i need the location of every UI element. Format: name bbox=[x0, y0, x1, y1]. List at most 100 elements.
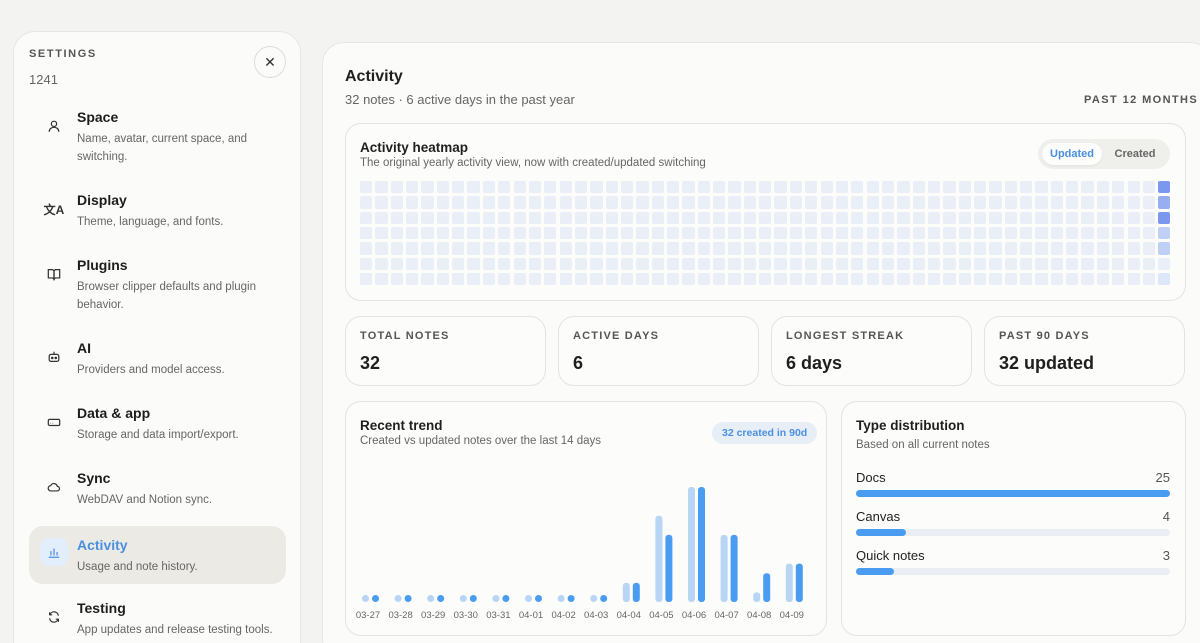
heatmap-cell[interactable] bbox=[1142, 273, 1156, 286]
trend-bar-created[interactable] bbox=[753, 592, 761, 602]
heatmap-cell[interactable] bbox=[713, 181, 726, 194]
heatmap-cell[interactable] bbox=[1081, 211, 1094, 224]
heatmap-cell[interactable] bbox=[943, 227, 956, 240]
heatmap-cell[interactable] bbox=[528, 257, 542, 271]
heatmap-cell[interactable] bbox=[927, 181, 941, 194]
heatmap-cell[interactable] bbox=[605, 273, 618, 286]
heatmap-cell[interactable] bbox=[421, 181, 434, 194]
heatmap-cell[interactable] bbox=[1004, 196, 1017, 209]
heatmap-cell[interactable] bbox=[820, 196, 833, 209]
heatmap-cell[interactable] bbox=[482, 211, 496, 224]
heatmap-cell[interactable] bbox=[1081, 257, 1094, 271]
heatmap-cell[interactable] bbox=[759, 273, 772, 286]
heatmap-cell[interactable] bbox=[467, 273, 480, 286]
heatmap-cell[interactable] bbox=[912, 196, 925, 209]
heatmap-cell[interactable] bbox=[759, 211, 772, 224]
heatmap-cell[interactable] bbox=[927, 196, 941, 209]
heatmap-cell[interactable] bbox=[1142, 257, 1156, 271]
heatmap-cell[interactable] bbox=[482, 257, 496, 271]
trend-bar-updated[interactable] bbox=[763, 573, 771, 602]
heatmap-cell[interactable] bbox=[1142, 211, 1156, 224]
heatmap-cell[interactable] bbox=[1035, 211, 1048, 224]
heatmap-cell[interactable] bbox=[1142, 227, 1156, 240]
heatmap-cell[interactable] bbox=[1004, 257, 1017, 271]
heatmap-cell[interactable] bbox=[866, 211, 879, 224]
sidebar-item-activity[interactable]: Activity Usage and note history. bbox=[29, 526, 286, 584]
heatmap-cell[interactable] bbox=[713, 227, 726, 240]
trend-bar-created[interactable] bbox=[720, 534, 728, 602]
heatmap-cell[interactable] bbox=[835, 181, 849, 194]
heatmap-cell[interactable] bbox=[482, 227, 496, 240]
heatmap-cell[interactable] bbox=[421, 257, 434, 271]
heatmap-cell[interactable] bbox=[528, 181, 542, 194]
heatmap-cell[interactable] bbox=[881, 211, 895, 224]
heatmap-cell[interactable] bbox=[651, 181, 664, 194]
heatmap-cell[interactable] bbox=[989, 196, 1002, 209]
heatmap-cell[interactable] bbox=[897, 181, 910, 194]
heatmap-cell[interactable] bbox=[912, 211, 925, 224]
heatmap-cell[interactable] bbox=[360, 257, 373, 271]
heatmap-cell[interactable] bbox=[789, 181, 803, 194]
heatmap-cell[interactable] bbox=[743, 227, 757, 240]
heatmap-cell[interactable] bbox=[835, 242, 849, 255]
heatmap-cell[interactable] bbox=[851, 242, 864, 255]
heatmap-cell[interactable] bbox=[390, 273, 403, 286]
heatmap-cell[interactable] bbox=[820, 257, 833, 271]
heatmap-cell[interactable] bbox=[1050, 273, 1064, 286]
heatmap-cell[interactable] bbox=[406, 227, 419, 240]
heatmap-cell[interactable] bbox=[912, 227, 925, 240]
heatmap-cell[interactable] bbox=[774, 181, 787, 194]
heatmap-cell[interactable] bbox=[682, 227, 695, 240]
heatmap-cell[interactable] bbox=[390, 227, 403, 240]
trend-bar-created[interactable] bbox=[785, 563, 793, 602]
heatmap-cell[interactable] bbox=[759, 242, 772, 255]
heatmap-cell[interactable] bbox=[851, 181, 864, 194]
heatmap-cell[interactable] bbox=[774, 242, 787, 255]
heatmap-cell[interactable] bbox=[1081, 196, 1094, 209]
heatmap-cell[interactable] bbox=[513, 273, 526, 286]
heatmap-cell[interactable] bbox=[789, 227, 803, 240]
heatmap-cell[interactable] bbox=[559, 242, 572, 255]
heatmap-cell[interactable] bbox=[667, 257, 680, 271]
trend-bar-updated[interactable] bbox=[372, 595, 379, 602]
heatmap-cell[interactable] bbox=[1066, 257, 1079, 271]
heatmap-cell[interactable] bbox=[436, 257, 450, 271]
heatmap-cell[interactable] bbox=[943, 257, 956, 271]
heatmap-cell[interactable] bbox=[866, 196, 879, 209]
heatmap-cell[interactable] bbox=[360, 181, 373, 194]
heatmap-cell[interactable] bbox=[728, 211, 741, 224]
trend-bar-created[interactable] bbox=[492, 595, 500, 602]
heatmap-cell[interactable] bbox=[835, 257, 849, 271]
heatmap-cell[interactable] bbox=[406, 242, 419, 255]
heatmap-cell[interactable] bbox=[1112, 227, 1125, 240]
heatmap-cell[interactable] bbox=[728, 196, 741, 209]
heatmap-cell[interactable] bbox=[881, 273, 895, 286]
trend-bar-updated[interactable] bbox=[632, 582, 640, 602]
heatmap-cell[interactable] bbox=[559, 257, 572, 271]
heatmap-cell[interactable] bbox=[897, 227, 910, 240]
heatmap-cell[interactable] bbox=[605, 196, 618, 209]
trend-bar-updated[interactable] bbox=[502, 595, 510, 602]
heatmap-cell[interactable] bbox=[559, 181, 572, 194]
heatmap-cell[interactable] bbox=[390, 196, 403, 209]
heatmap-cell[interactable] bbox=[943, 273, 956, 286]
heatmap-cell[interactable] bbox=[574, 227, 588, 240]
heatmap-cell[interactable] bbox=[805, 181, 818, 194]
heatmap-cell[interactable] bbox=[467, 227, 480, 240]
trend-bar-created[interactable] bbox=[557, 595, 565, 602]
heatmap-cell[interactable] bbox=[390, 181, 403, 194]
sidebar-item-sync[interactable]: Sync WebDAV and Notion sync. bbox=[29, 467, 286, 525]
heatmap-cell[interactable] bbox=[436, 242, 450, 255]
heatmap-cell[interactable] bbox=[989, 211, 1002, 224]
heatmap-cell[interactable] bbox=[1158, 196, 1171, 209]
heatmap-cell[interactable] bbox=[636, 196, 649, 209]
trend-bar-updated[interactable] bbox=[469, 595, 477, 602]
heatmap-cell[interactable] bbox=[1081, 273, 1094, 286]
trend-bar-updated[interactable] bbox=[600, 595, 608, 602]
heatmap-cell[interactable] bbox=[620, 242, 634, 255]
heatmap-cell[interactable] bbox=[1158, 227, 1171, 240]
heatmap-cell[interactable] bbox=[697, 242, 710, 255]
heatmap-cell[interactable] bbox=[667, 227, 680, 240]
heatmap-cell[interactable] bbox=[851, 273, 864, 286]
heatmap-cell[interactable] bbox=[851, 257, 864, 271]
